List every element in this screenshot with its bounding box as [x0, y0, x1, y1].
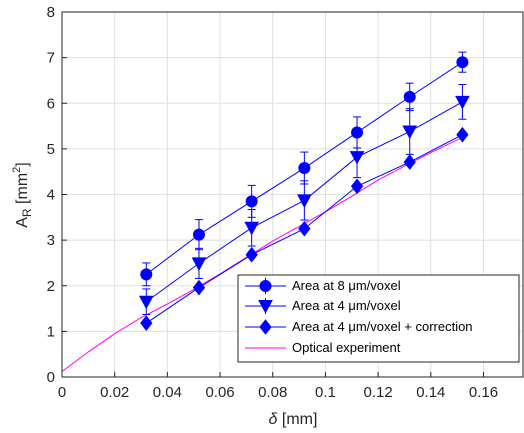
series-1-point [244, 221, 260, 236]
x-axis-unit: [mm] [277, 411, 317, 428]
legend-label-1: Area at 4 μm/voxel [292, 298, 401, 313]
y-axis-unit-open: [mm [14, 173, 31, 209]
series-2-point [456, 126, 469, 143]
y-tick-label: 0 [47, 369, 55, 386]
y-tick-label: 1 [47, 323, 55, 340]
series-1-point [191, 257, 207, 271]
x-tick-label: 0.14 [416, 384, 445, 401]
series-1-point [297, 194, 312, 208]
x-tick-label: 0.06 [205, 384, 234, 401]
legend-label-2: Area at 4 μm/voxel + correction [292, 319, 473, 334]
optical-experiment-line [61, 137, 463, 372]
x-tick-label: 0.16 [469, 384, 498, 401]
x-tick-label: 0.04 [153, 384, 182, 401]
y-axis-sub: R [20, 208, 34, 217]
x-tick-label: 0.1 [315, 384, 336, 401]
y-tick-label: 3 [47, 232, 55, 249]
legend-marker-0 [259, 280, 272, 292]
legend-marker-2 [259, 319, 272, 335]
legend-items [245, 278, 286, 349]
series-2-point [245, 246, 258, 263]
legend-marker-1 [258, 300, 273, 314]
ticks: 0 0.02 0.04 0.06 0.08 0.1 0.12 0.14 0.16 0 1 2 3 4 5 6 7… [47, 4, 498, 401]
y-axis-label: AR [mm2] [11, 162, 34, 227]
x-tick-label: 0.02 [100, 384, 129, 401]
y-tick-label: 5 [47, 141, 55, 158]
series-2-point [192, 279, 206, 296]
series-0-point [140, 268, 153, 281]
y-axis-unit-sup: 2 [11, 167, 23, 173]
legend: Area at 8 μm/voxel Area at 4 μm/voxel Ar… [237, 274, 520, 363]
x-axis-symbol: δ [269, 411, 279, 428]
y-tick-label: 8 [47, 4, 55, 21]
series-1-point [349, 151, 365, 165]
x-axis-label: δ [mm] [269, 411, 318, 428]
series-2-point [298, 220, 311, 237]
series-0-point [456, 56, 469, 69]
series-1-point [402, 125, 418, 140]
y-axis-main: A [14, 217, 31, 228]
x-tick-label: 0.08 [258, 384, 287, 401]
series-1-point [455, 95, 470, 110]
legend-label-0: Area at 8 μm/voxel [292, 278, 401, 293]
series-0-point [403, 90, 416, 103]
series-0-point [192, 228, 205, 241]
series-0-point [245, 195, 258, 208]
y-tick-label: 4 [47, 187, 55, 204]
legend-label-3: Optical experiment [292, 340, 401, 355]
series-2-point [403, 154, 416, 170]
marker-series [138, 51, 470, 331]
series-2-point [350, 178, 364, 195]
y-tick-label: 6 [47, 95, 55, 112]
series-1-point [138, 295, 154, 310]
series-2-point [140, 315, 153, 331]
y-tick-label: 2 [47, 278, 55, 295]
series-0-point [298, 162, 311, 175]
optical-series [61, 137, 463, 372]
x-tick-label: 0.12 [364, 384, 393, 401]
y-tick-label: 7 [47, 50, 55, 67]
y-axis-unit-close: ] [14, 162, 31, 166]
x-tick-label: 0 [58, 384, 66, 401]
